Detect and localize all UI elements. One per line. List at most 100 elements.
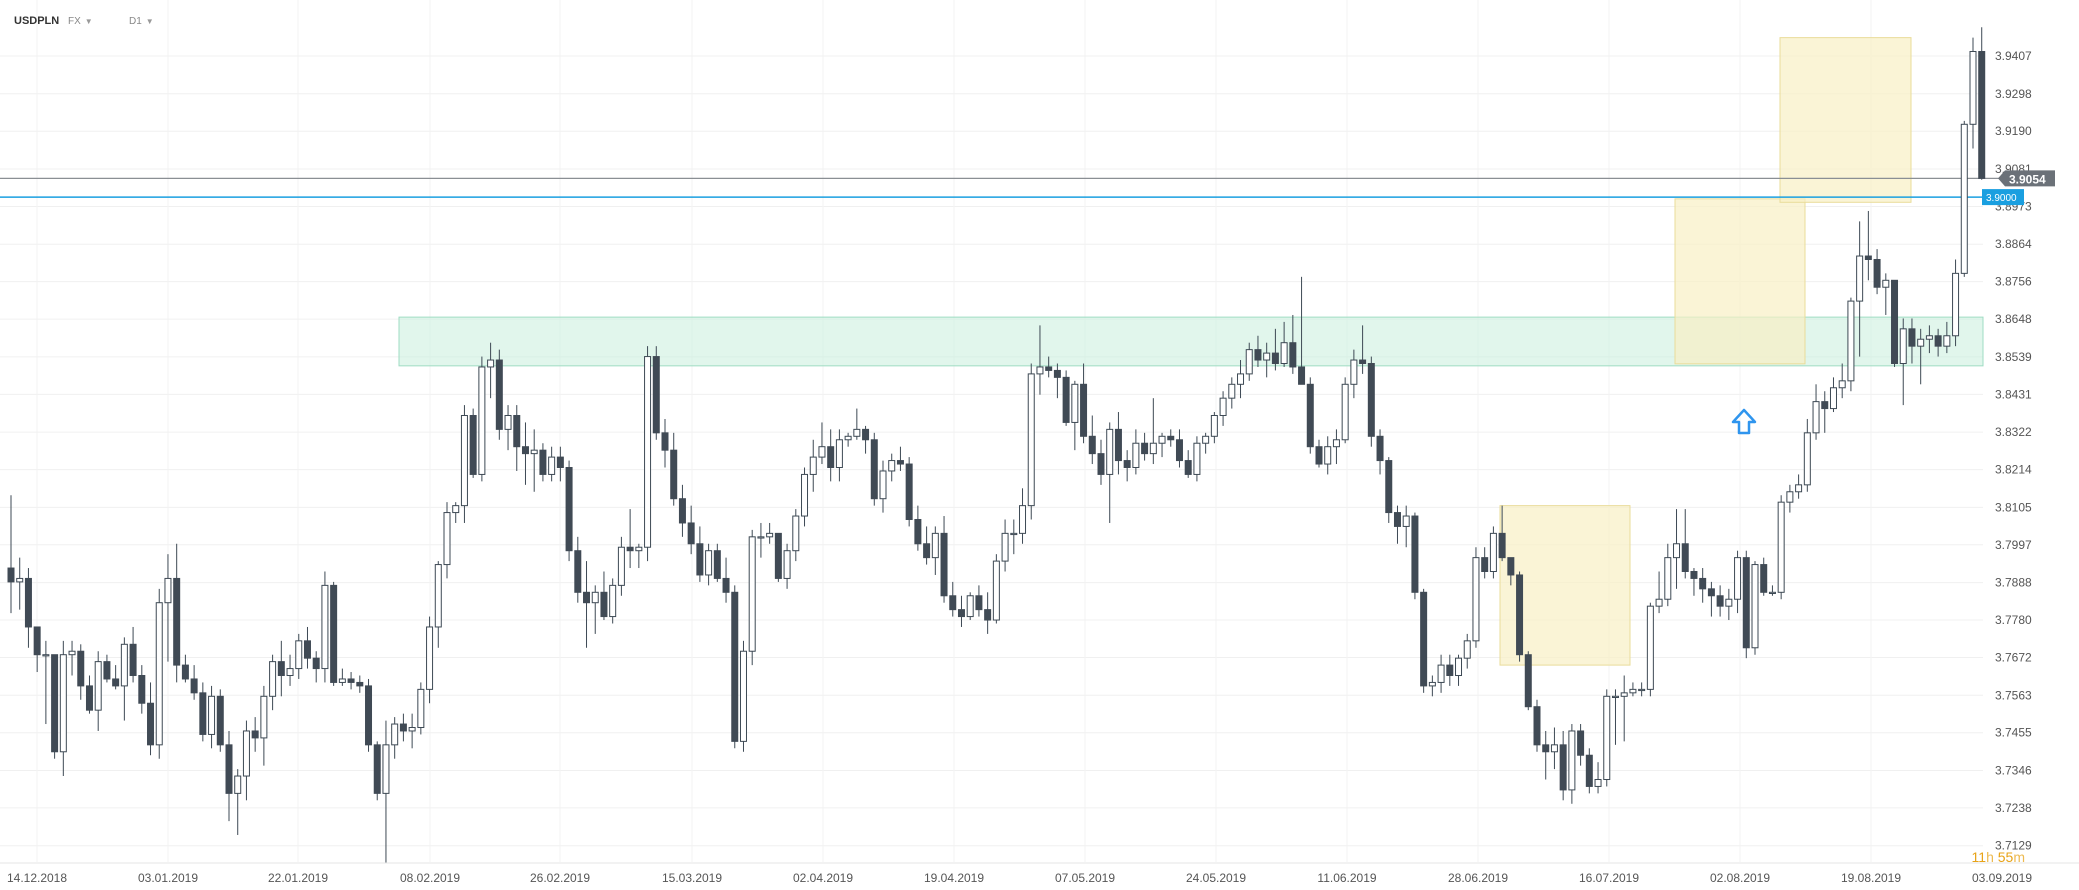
candle-up [739, 650, 747, 742]
candle-down [957, 609, 965, 618]
candle-up [1158, 435, 1166, 444]
x-axis: 14.12.2018 03.01.2019 22.01.2019 08.02.2019… [0, 862, 2079, 885]
candle-up [1568, 730, 1576, 791]
x-tick-label: 22.01.2019 [268, 871, 328, 885]
market-label: FX [68, 15, 81, 27]
candle-up [487, 359, 495, 368]
candle-down [1167, 435, 1175, 441]
arrow-up-icon [1731, 408, 1757, 435]
candle-down [521, 446, 529, 455]
candle-up [809, 456, 817, 475]
candle-down [513, 414, 521, 448]
candle-up [1638, 688, 1646, 692]
candle-down [251, 730, 259, 739]
horizontal-levels [0, 177, 2011, 198]
candle-up [1071, 383, 1079, 423]
candle-up [1847, 300, 1855, 382]
y-tick-label: 3.8539 [1995, 350, 2032, 364]
candle-up [1829, 387, 1837, 410]
candle-down [303, 640, 311, 659]
candle-up [844, 435, 852, 441]
candle-down [199, 692, 207, 735]
candle-up [1655, 598, 1663, 607]
timeframe-selector[interactable]: D1 ▼ [129, 13, 154, 29]
current-price-tag-bg [1998, 170, 2055, 187]
candle-up [1786, 491, 1794, 503]
candle-down [1516, 574, 1524, 656]
candle-down [129, 643, 137, 677]
candle-down [1716, 595, 1724, 607]
candle-down [330, 584, 338, 683]
candle-up [1611, 695, 1619, 699]
y-tick-label: 3.7346 [1995, 763, 2032, 777]
candle-up [766, 532, 774, 538]
candle-down [1446, 664, 1454, 677]
candle-up [1341, 383, 1349, 441]
candle-up [1237, 373, 1245, 385]
candle-up [1673, 543, 1681, 559]
y-tick-label: 3.7888 [1995, 576, 2032, 590]
candle-down [1385, 460, 1393, 514]
y-tick-label: 3.8322 [1995, 425, 2032, 439]
candle-down [1088, 435, 1096, 455]
candle-up [1899, 328, 1907, 364]
candle-up [1812, 401, 1820, 434]
level-label: 3.9000 [1986, 193, 2017, 204]
candle-down [1289, 342, 1297, 368]
candle-up [391, 723, 399, 746]
highlight-zones [398, 37, 1984, 666]
chart-header: USDPLN [14, 13, 59, 29]
candle-up [1768, 591, 1776, 595]
candle-up [1263, 352, 1271, 361]
candle-down [975, 595, 983, 611]
market-selector[interactable]: FX ▼ [68, 13, 93, 29]
candle-up [792, 515, 800, 552]
x-tick-label: 24.05.2019 [1186, 871, 1246, 885]
candle-up [1882, 279, 1890, 288]
candle-up [1106, 428, 1114, 475]
candle-up [1132, 442, 1140, 468]
symbol-label[interactable]: USDPLN [14, 15, 60, 27]
x-tick-label: 16.07.2019 [1579, 871, 1639, 885]
candle-down [1891, 279, 1899, 364]
timer-hours-unit: h [1986, 849, 1994, 865]
candle-down [949, 595, 957, 611]
candle-down [1699, 577, 1707, 590]
consolidation-zone [1674, 198, 1806, 365]
candle-up [1149, 442, 1157, 455]
y-tick-label: 3.7129 [1995, 839, 2032, 853]
candle-down [103, 661, 111, 680]
candle-up [1620, 692, 1628, 697]
candle-up [1210, 414, 1218, 437]
candle-up [16, 577, 24, 583]
candle-down [905, 463, 913, 520]
candle-up [1402, 515, 1410, 527]
candle-up [155, 602, 163, 746]
candle-up [548, 456, 556, 475]
candle-down [722, 577, 730, 593]
candle-down [225, 744, 233, 794]
candle-down [1533, 706, 1541, 746]
candle-up [68, 650, 76, 656]
candle-down [77, 650, 85, 687]
candle-down [1821, 401, 1829, 410]
y-tick-label: 3.8648 [1995, 312, 2032, 326]
candle-down [1062, 376, 1070, 423]
candle-up [1350, 359, 1358, 385]
y-tick-label: 3.7997 [1995, 538, 2032, 552]
candle-down [1045, 366, 1053, 371]
candle-up [1202, 435, 1210, 444]
candle-up [208, 695, 216, 735]
candle-up [321, 584, 329, 670]
candle-down [678, 498, 686, 524]
candle-down [862, 428, 870, 441]
candle-down [181, 664, 189, 680]
candle-up [644, 356, 652, 548]
candle-up [1777, 501, 1785, 593]
candle-up [530, 449, 538, 455]
candle-up [1629, 688, 1637, 694]
candle-up [338, 678, 346, 683]
candle-down [1420, 591, 1428, 687]
candle-down [556, 456, 564, 468]
